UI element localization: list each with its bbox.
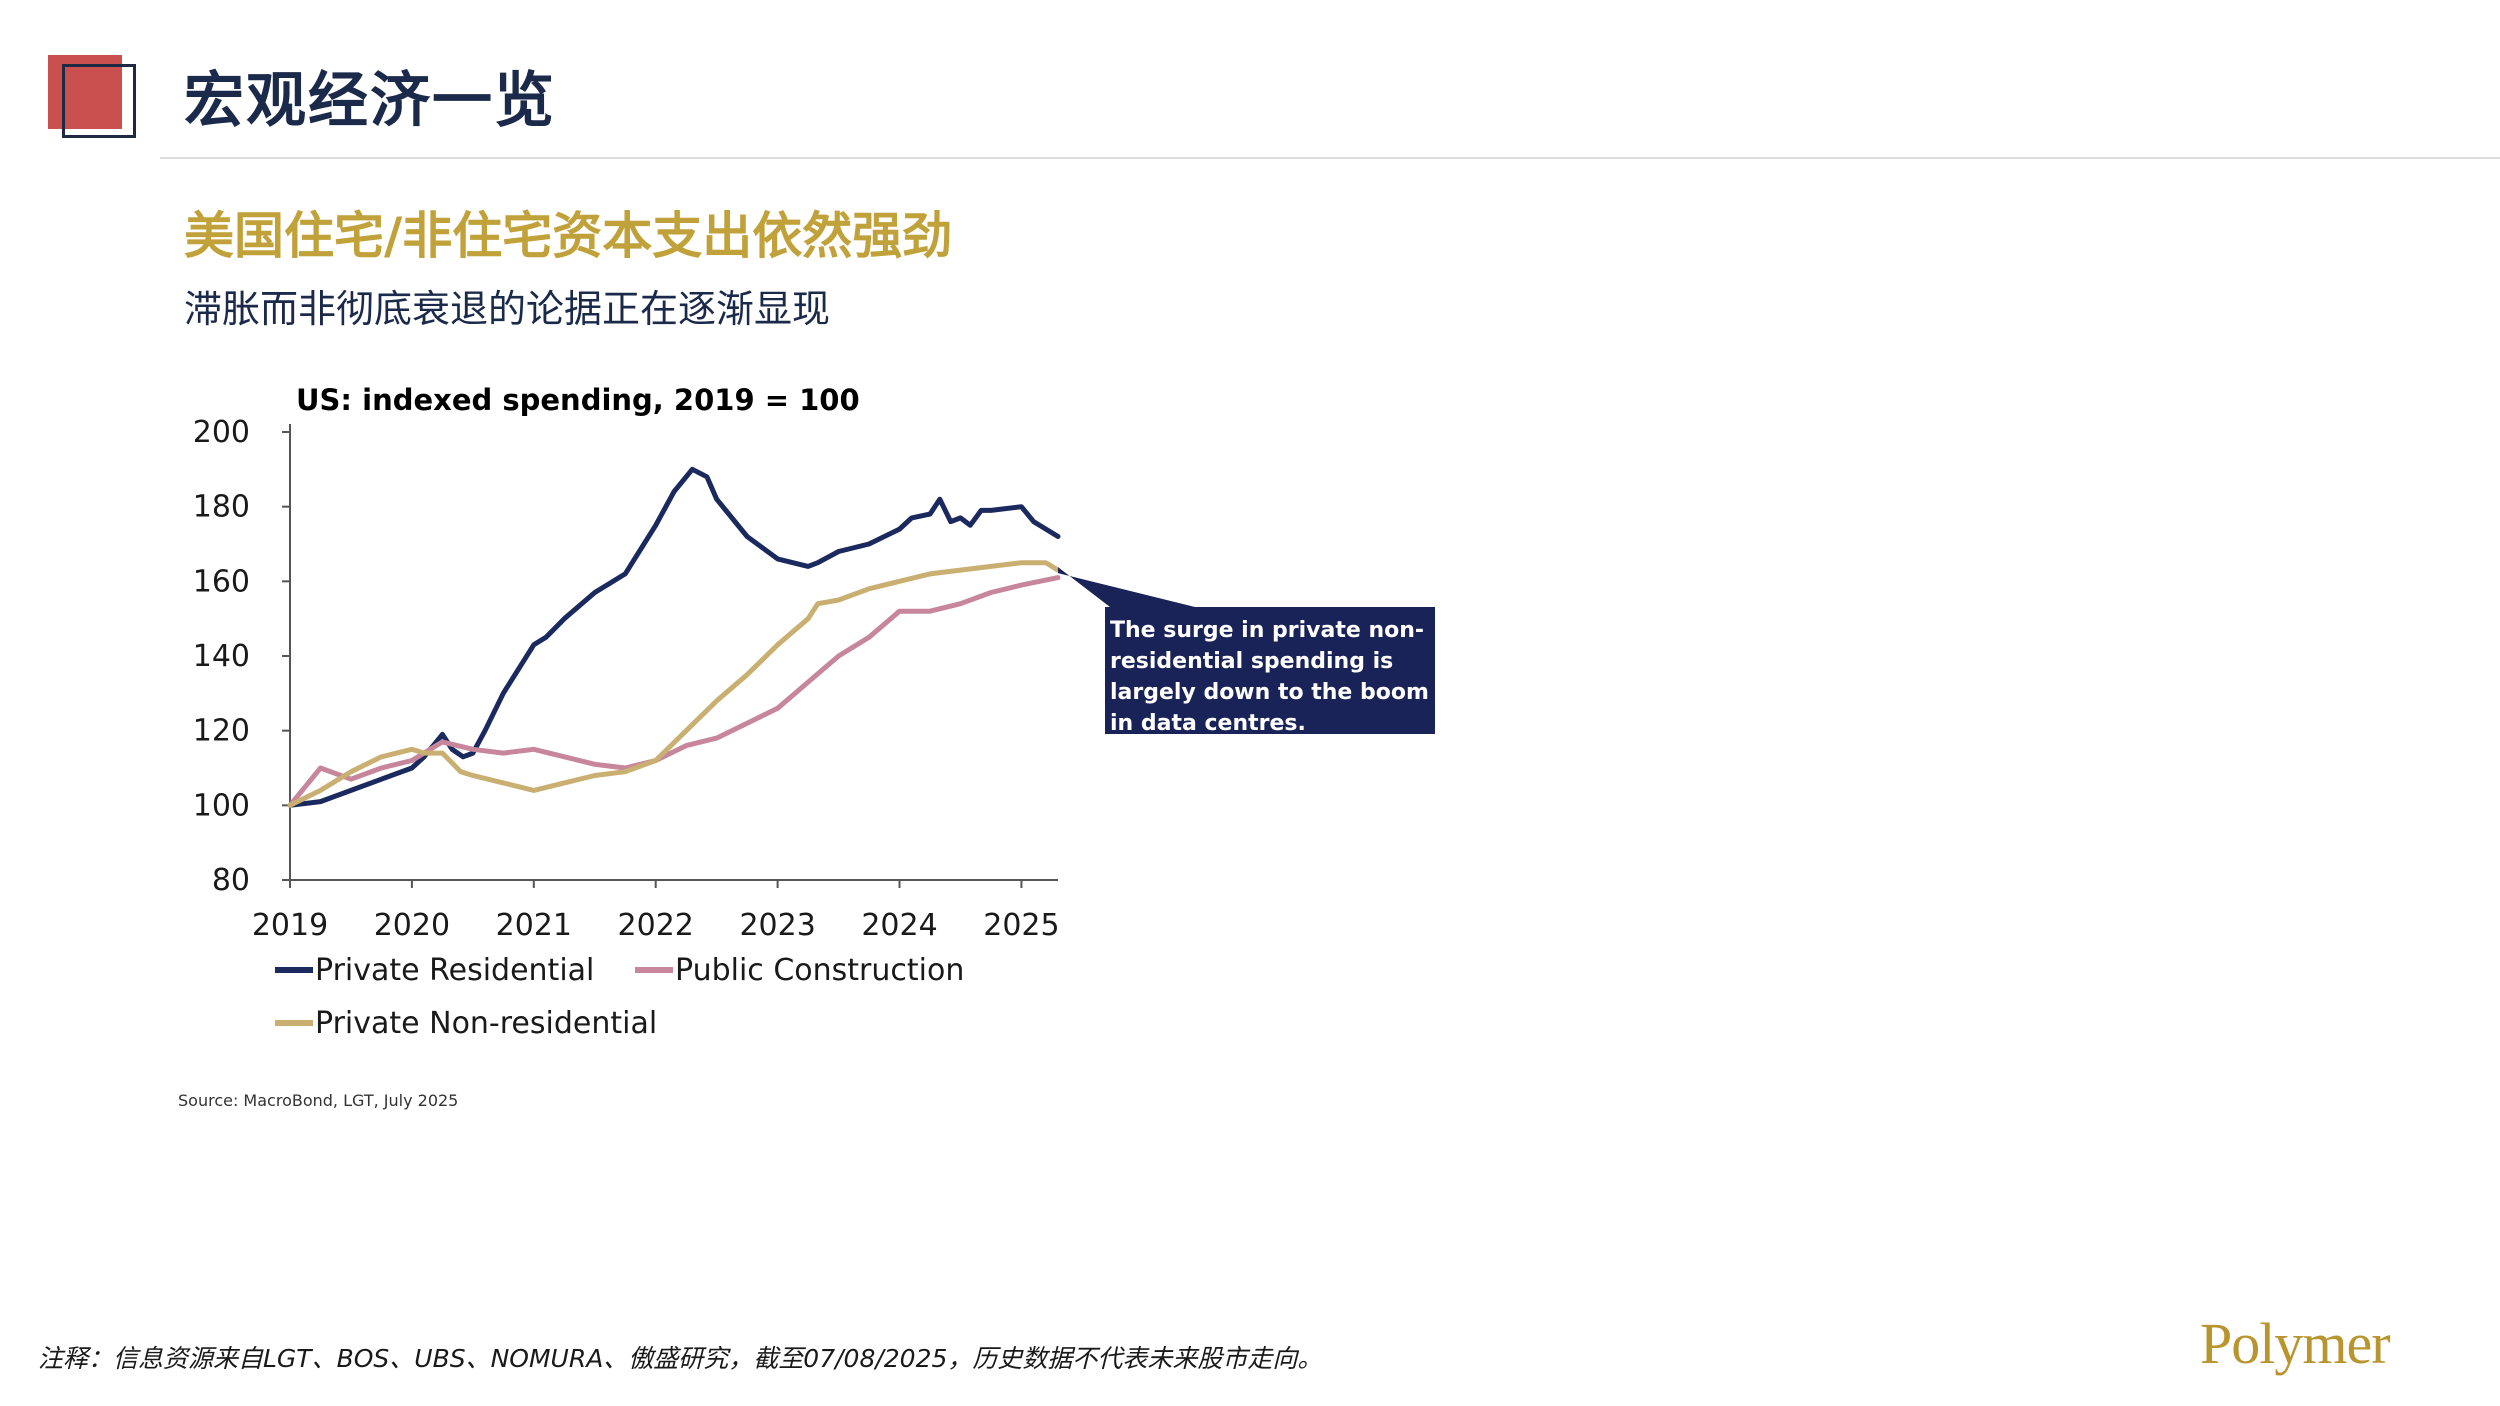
header-divider xyxy=(160,157,2500,159)
brand-logo: Polymer xyxy=(2200,1311,2391,1376)
x-tick-label: 2025 xyxy=(983,908,1059,943)
legend-label: Private Non-residential xyxy=(315,1006,657,1041)
y-tick-label: 180 xyxy=(193,490,250,525)
line-chart: US: indexed spending, 2019 = 100 200 180 16… xyxy=(193,383,1195,1041)
y-tick-label: 160 xyxy=(193,564,250,599)
x-tick-label: 2019 xyxy=(252,908,328,943)
y-tick-label: 100 xyxy=(193,788,250,823)
x-tick-label: 2020 xyxy=(374,908,450,943)
legend-label: Private Residential xyxy=(315,953,594,988)
y-tick-label: 80 xyxy=(212,863,250,898)
x-tick-label: 2023 xyxy=(739,908,815,943)
y-tick-label: 200 xyxy=(193,415,250,450)
x-tick-label: 2024 xyxy=(861,908,937,943)
y-tick-label: 140 xyxy=(193,639,250,674)
series-line-private-non-residential xyxy=(287,560,1061,808)
logo-square-fill xyxy=(48,55,122,129)
section-subtitle: 美国住宅/非住宅资本支出依然强劲 xyxy=(184,207,953,265)
logo-square-outline xyxy=(62,64,136,138)
annotation-pointer xyxy=(1058,567,1195,607)
chart-annotation-box: The surge in private non-residential spe… xyxy=(1105,607,1435,734)
x-tick-label: 2022 xyxy=(618,908,694,943)
legend-label: Public Construction xyxy=(675,953,964,988)
series-line-private-residential xyxy=(287,466,1061,808)
page-title: 宏观经济一览 xyxy=(184,66,556,136)
x-tick-label: 2021 xyxy=(496,908,572,943)
chart-title: US: indexed spending, 2019 = 100 xyxy=(296,383,860,417)
y-tick-label: 120 xyxy=(193,714,250,749)
chart-source: Source: MacroBond, LGT, July 2025 xyxy=(178,1091,459,1110)
section-subtext: 滞胀而非彻底衰退的论据正在逐渐显现 xyxy=(184,287,831,331)
footnote: 注释：信息资源来自LGT、BOS、UBS、NOMURA、傲盛研究，截至07/08… xyxy=(38,1344,1323,1373)
